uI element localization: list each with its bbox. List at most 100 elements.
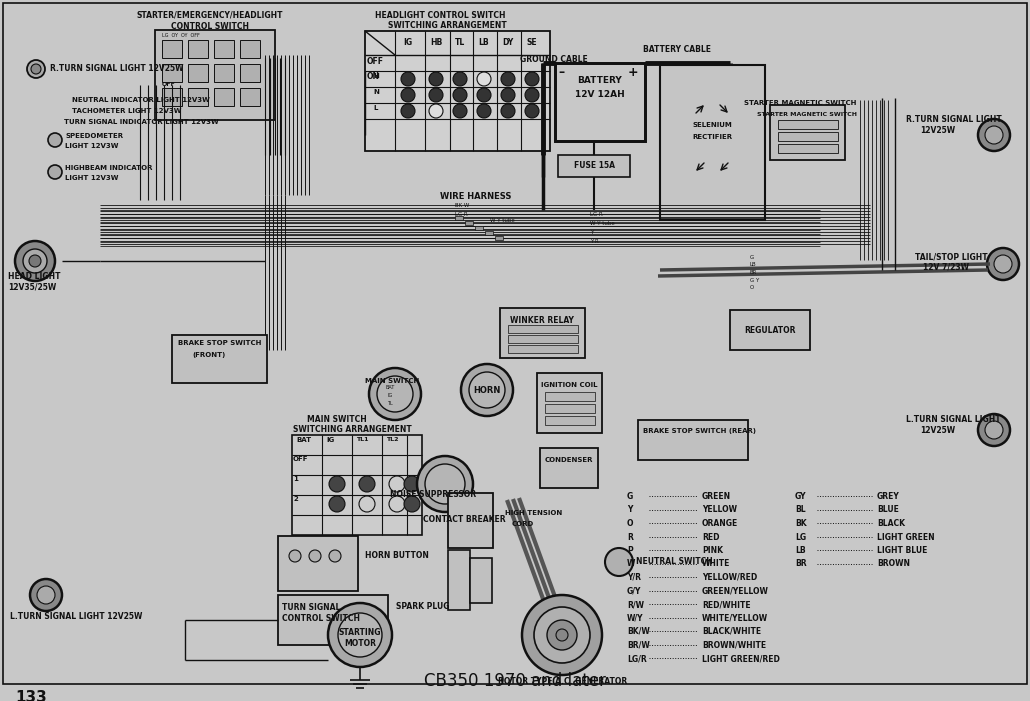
Bar (508, 345, 578, 353)
Text: TL: TL (455, 38, 466, 47)
Bar (545, 404, 595, 413)
Circle shape (978, 414, 1010, 446)
Circle shape (985, 421, 1003, 439)
Text: GY: GY (795, 492, 806, 501)
Text: BAT: BAT (385, 385, 394, 390)
Circle shape (985, 126, 1003, 144)
Text: RED/WHITE: RED/WHITE (702, 600, 751, 609)
Text: BRAKE STOP SWITCH: BRAKE STOP SWITCH (178, 340, 262, 346)
Bar (545, 392, 595, 401)
Circle shape (15, 241, 55, 281)
Text: CONTACT BREAKER: CONTACT BREAKER (423, 515, 506, 524)
Text: IG: IG (327, 437, 335, 443)
Text: GREEN/YELLOW: GREEN/YELLOW (702, 587, 768, 596)
Circle shape (556, 629, 568, 641)
Circle shape (404, 476, 420, 492)
Bar (240, 40, 260, 58)
Circle shape (329, 476, 345, 492)
Bar (537, 373, 602, 433)
Bar (240, 64, 260, 82)
Circle shape (389, 496, 405, 512)
Circle shape (309, 550, 321, 562)
Circle shape (23, 249, 47, 273)
Text: W: W (627, 559, 636, 569)
Text: STARTER MAGNETIC SWITCH: STARTER MAGNETIC SWITCH (744, 100, 856, 106)
Circle shape (453, 72, 467, 86)
Circle shape (477, 104, 491, 118)
Text: SPEEDOMETER: SPEEDOMETER (65, 133, 124, 139)
Text: BATTERY: BATTERY (578, 76, 622, 85)
Text: BR/W: BR/W (627, 641, 650, 650)
Text: (FRONT): (FRONT) (192, 352, 226, 358)
Bar (188, 40, 208, 58)
Bar (154, 30, 275, 120)
Circle shape (453, 88, 467, 102)
Text: +: + (628, 66, 639, 79)
Text: R: R (627, 533, 632, 541)
Text: PINK: PINK (702, 546, 723, 555)
Bar (455, 216, 464, 220)
Bar (508, 325, 578, 333)
Circle shape (461, 364, 513, 416)
Bar (162, 88, 182, 106)
Text: LB: LB (795, 546, 805, 555)
Text: LIGHT BLUE: LIGHT BLUE (877, 546, 927, 555)
Text: 12V25W: 12V25W (920, 426, 955, 435)
Circle shape (430, 72, 443, 86)
Circle shape (477, 72, 491, 86)
Text: ROTOR TYPE A.C. GENERATOR: ROTOR TYPE A.C. GENERATOR (497, 677, 627, 686)
Text: WHITE: WHITE (702, 559, 730, 569)
Bar (470, 558, 492, 603)
Bar (545, 416, 595, 425)
Bar (162, 40, 182, 58)
Text: 12V 7/23W: 12V 7/23W (923, 263, 969, 272)
Text: BLUE: BLUE (877, 505, 899, 515)
Bar (540, 448, 598, 488)
Text: BK: BK (795, 519, 806, 528)
Text: LG/R: LG/R (627, 654, 647, 663)
Text: MAIN SWITCH: MAIN SWITCH (307, 415, 367, 424)
Bar (214, 88, 234, 106)
Bar (495, 236, 503, 240)
Text: LIGHT 12V3W: LIGHT 12V3W (65, 175, 118, 181)
Text: BK W: BK W (455, 203, 470, 208)
Text: O: O (750, 285, 754, 290)
Circle shape (359, 476, 375, 492)
Text: SE: SE (526, 38, 538, 47)
Text: TURN SIGNAL INDICATOR LIGHT 12V3W: TURN SIGNAL INDICATOR LIGHT 12V3W (64, 119, 218, 125)
Text: 12V25W: 12V25W (920, 126, 955, 135)
Circle shape (328, 603, 392, 667)
Text: WHITE/YELLOW: WHITE/YELLOW (702, 613, 768, 622)
Circle shape (31, 64, 41, 74)
Circle shape (404, 496, 420, 512)
Circle shape (547, 620, 577, 650)
Circle shape (605, 548, 633, 576)
Circle shape (430, 104, 443, 118)
Circle shape (430, 88, 443, 102)
Text: W Y tube: W Y tube (490, 218, 515, 223)
Text: IG: IG (404, 38, 413, 47)
Text: CORD: CORD (512, 521, 535, 527)
Text: SWITCHING ARRANGEMENT: SWITCHING ARRANGEMENT (293, 425, 412, 434)
Bar (162, 64, 182, 82)
Circle shape (338, 613, 382, 657)
Bar (500, 308, 585, 358)
Circle shape (469, 372, 505, 408)
Circle shape (525, 72, 539, 86)
Circle shape (525, 88, 539, 102)
Text: Y/R: Y/R (627, 573, 641, 582)
Circle shape (501, 72, 515, 86)
Text: 1: 1 (293, 476, 298, 482)
Text: WINKER RELAY: WINKER RELAY (510, 316, 574, 325)
Text: RECTIFIER: RECTIFIER (692, 134, 732, 140)
Text: LB: LB (479, 38, 489, 47)
Bar (448, 493, 493, 548)
Bar (278, 536, 358, 591)
Text: LIGHT GREEN: LIGHT GREEN (877, 533, 934, 541)
Text: RED: RED (702, 533, 720, 541)
Text: 12V35/25W: 12V35/25W (8, 282, 57, 291)
Circle shape (389, 476, 405, 492)
Text: GROUND CABLE: GROUND CABLE (520, 55, 588, 64)
Circle shape (27, 60, 45, 78)
Text: N: N (373, 89, 379, 95)
